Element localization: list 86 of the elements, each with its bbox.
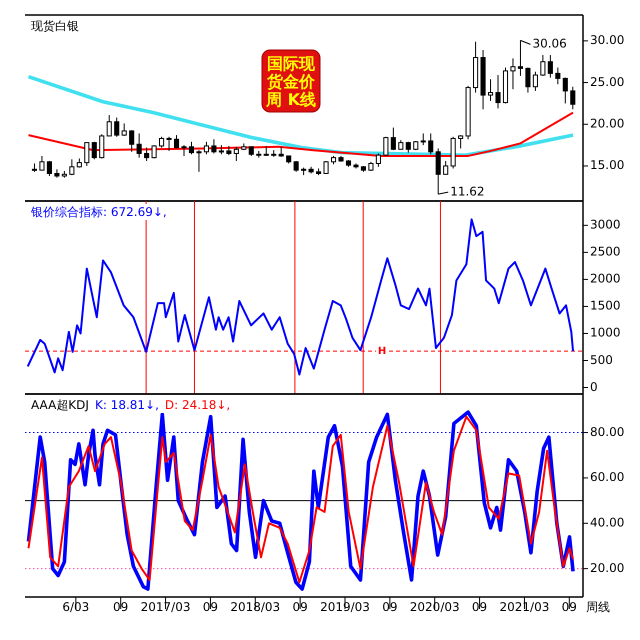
candlestick (368, 161, 374, 172)
candlestick (495, 74, 501, 109)
candlestick (106, 114, 112, 136)
x-tick-label: 09 (202, 600, 218, 614)
candlestick (39, 155, 45, 171)
x-tick-label: 09 (382, 600, 398, 614)
candlestick (458, 134, 464, 149)
candlestick (324, 160, 329, 174)
candlestick (570, 86, 576, 110)
y-tick-label: 25.00 (590, 74, 624, 89)
candlestick (420, 132, 426, 146)
y-tick-label: 80.00 (590, 424, 624, 439)
candlestick (383, 136, 388, 156)
y-tick-label: 40.00 (590, 516, 624, 530)
candlestick (114, 117, 120, 138)
ref-line-label: H (378, 346, 386, 357)
candlestick (562, 77, 568, 104)
y-tick-label: 15.00 (590, 158, 624, 172)
candlestick (211, 138, 216, 154)
candlestick (218, 144, 224, 155)
x-tick-label: 09 (472, 600, 488, 614)
x-tick-label: 09 (292, 600, 308, 614)
candlestick (136, 132, 142, 158)
candlestick (92, 141, 97, 160)
candlestick (84, 142, 90, 166)
y-tick-label: 2000 (590, 272, 621, 286)
annotation: 国际现货金价周 K线 (265, 54, 316, 109)
candlestick (525, 67, 530, 94)
candlestick (264, 145, 269, 156)
x-tick-label: 6/03 (62, 600, 90, 614)
y-tick-label: 1000 (590, 326, 621, 340)
candlestick (122, 122, 127, 136)
text: D: 24.18↓, (164, 398, 230, 412)
annotation: 30.06 (532, 36, 567, 51)
candlestick (540, 54, 546, 76)
y-tick-label: 2500 (590, 244, 621, 259)
y-tick-label: 30.00 (590, 33, 624, 48)
y-tick-label: 20.00 (590, 560, 624, 575)
candlestick (152, 144, 157, 159)
candlestick (376, 152, 381, 168)
text: 银价综合指标: 672.69↓, (30, 205, 167, 219)
candlestick (159, 136, 164, 148)
x-tick-label: 09 (113, 600, 128, 614)
candlestick (129, 130, 134, 152)
candlestick (248, 146, 254, 156)
y-tick-label: 500 (590, 352, 613, 367)
candlestick (188, 141, 194, 155)
candlestick (398, 140, 404, 150)
candlestick (234, 146, 239, 162)
y-tick-label: 1500 (590, 298, 621, 313)
line-series (26, 218, 574, 376)
y-tick-label: 60.00 (590, 470, 624, 484)
y-tick-label: 0 (590, 380, 598, 394)
candlestick (443, 160, 448, 175)
candlestick (488, 78, 494, 102)
candlestick (428, 132, 434, 155)
y-tick-label: 20.00 (590, 116, 624, 131)
candlestick (510, 58, 516, 90)
x-tick-label: 2021/03 (500, 600, 550, 614)
candlestick (390, 127, 396, 151)
chart-title: AAA超KDJ (31, 398, 89, 412)
series-label: K: 18.81↓, (94, 398, 159, 412)
candlestick (174, 134, 180, 149)
candlestick (548, 54, 553, 78)
annotation: 11.62 (450, 184, 485, 198)
candlestick (278, 146, 284, 158)
candlestick (294, 160, 299, 172)
candlestick (69, 158, 74, 176)
candlestick (226, 145, 232, 156)
x-axis-title: 周线 (586, 600, 610, 614)
candlestick (99, 134, 104, 159)
candlestick (166, 136, 172, 152)
x-tick-label: 09 (562, 600, 577, 614)
candlestick (555, 67, 560, 85)
candlestick (196, 150, 202, 172)
y-tick-label: 3000 (590, 218, 621, 232)
x-tick-label: 2017/03 (140, 600, 190, 614)
candlestick (204, 141, 209, 155)
x-tick-label: 2018/03 (230, 600, 280, 614)
x-tick-label: 2020/03 (410, 600, 460, 614)
candlestick (532, 71, 538, 92)
candlestick (46, 160, 52, 176)
candlestick (144, 147, 150, 162)
chart-title: 现货白银 (31, 19, 79, 33)
candlestick (181, 144, 187, 156)
x-tick-label: 2019/03 (320, 600, 370, 614)
